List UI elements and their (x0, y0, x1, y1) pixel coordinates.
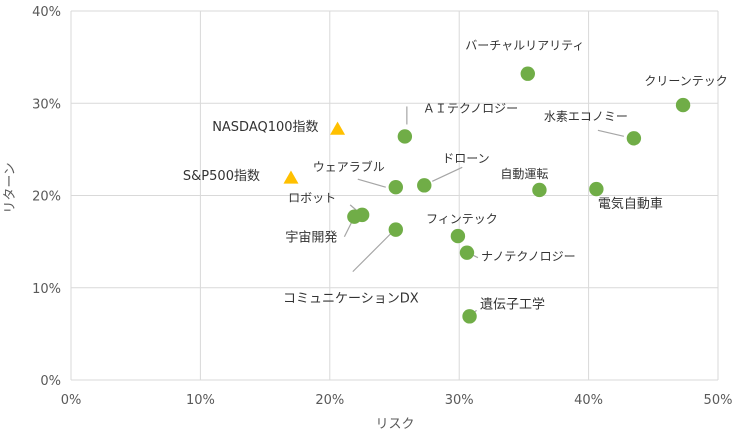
y-tick-label: 10% (32, 282, 61, 297)
point-label: ナノテクノロジー (481, 250, 576, 264)
y-tick-label: 20% (32, 190, 61, 205)
index-point (330, 121, 346, 135)
theme-point (459, 245, 475, 260)
point-label: コミュニケーションDX (283, 292, 419, 307)
x-tick-label: 10% (186, 393, 215, 408)
point-label: ウェアラブル (313, 159, 385, 174)
point-label: 電気自動車 (598, 196, 663, 212)
theme-point (520, 66, 535, 81)
point-label: S&P500指数 (183, 169, 260, 184)
point-label: 水素エコノミー (544, 109, 628, 123)
point-label: フィンテック (426, 212, 498, 226)
y-tick-label: 30% (32, 97, 61, 112)
x-tick-label: 0% (61, 393, 82, 408)
point-label: バーチャルリアリティ (465, 39, 584, 53)
point-label: 遺伝子工学 (480, 296, 545, 312)
point-label: 自動運転 (500, 167, 548, 181)
point-label: ＡＩテクノロジー (423, 101, 518, 115)
theme-point (626, 131, 642, 146)
theme-point (450, 228, 466, 244)
point-label: NASDAQ100指数 (212, 120, 318, 135)
x-tick-label: 40% (574, 393, 603, 408)
theme-point (388, 222, 403, 237)
x-tick-label: 20% (315, 393, 344, 408)
leader-line (352, 233, 392, 273)
grid-lines (70, 10, 719, 381)
leader-line (343, 222, 352, 237)
leader-line (597, 129, 625, 137)
theme-point (388, 179, 403, 195)
axes: 0% 10% 20% 30% 40% 50% 0% 10% 20% 30% 40% (32, 5, 732, 408)
point-label: クリーンテック (644, 74, 727, 88)
x-tick-label: 50% (704, 393, 733, 408)
theme-point (532, 182, 547, 198)
leader-lines (343, 106, 625, 315)
theme-point (675, 97, 691, 113)
theme-point (462, 309, 477, 324)
x-tick-label: 30% (445, 393, 474, 408)
data-points (283, 66, 691, 324)
theme-point (589, 181, 604, 197)
point-label: 宇宙開発 (285, 231, 337, 246)
x-axis-title: リスク (375, 417, 414, 432)
y-axis-title: リターン (3, 162, 18, 213)
point-label: ドローン (442, 151, 489, 165)
index-point (283, 170, 299, 184)
y-tick-label: 40% (32, 5, 61, 20)
theme-point (417, 178, 432, 193)
theme-point (397, 129, 413, 144)
point-label: ロボット (288, 191, 336, 205)
leader-line (357, 178, 386, 188)
theme-point (347, 209, 362, 224)
y-tick-label: 0% (40, 374, 61, 389)
leader-line (432, 166, 463, 182)
